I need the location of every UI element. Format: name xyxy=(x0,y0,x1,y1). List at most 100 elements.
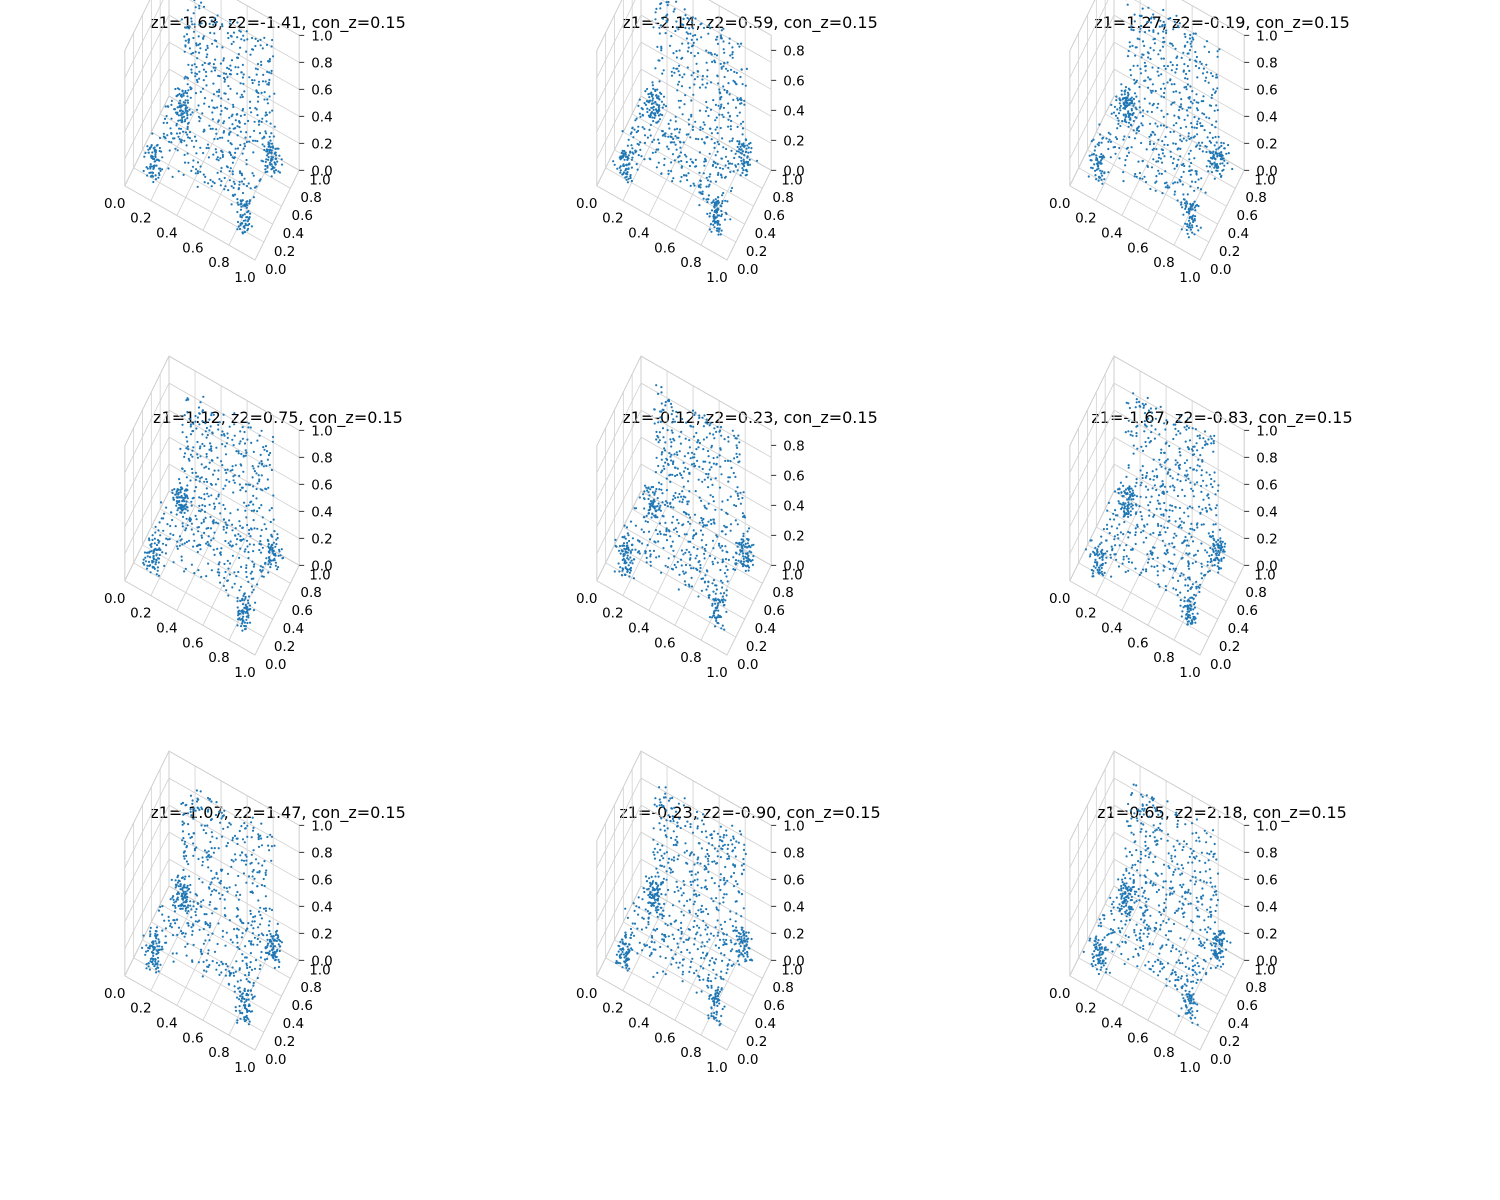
data-point xyxy=(199,117,202,120)
data-point xyxy=(245,131,248,134)
data-point xyxy=(619,566,622,569)
data-point xyxy=(692,425,695,428)
data-point xyxy=(679,151,683,154)
data-point xyxy=(654,108,658,111)
data-point xyxy=(186,99,189,102)
data-point xyxy=(665,539,669,542)
data-point xyxy=(1152,458,1155,461)
data-point xyxy=(1141,7,1144,10)
data-point xyxy=(202,5,206,8)
data-point xyxy=(222,528,225,531)
data-point xyxy=(259,453,262,456)
data-point xyxy=(174,525,177,528)
data-point xyxy=(651,106,654,109)
data-point xyxy=(1162,30,1165,33)
data-point xyxy=(646,87,649,91)
data-point xyxy=(186,440,189,443)
data-point xyxy=(653,493,656,496)
data-point xyxy=(1159,87,1163,90)
data-point xyxy=(1094,169,1097,172)
data-point xyxy=(733,70,736,73)
data-point xyxy=(651,512,654,515)
data-point xyxy=(628,571,632,574)
data-point xyxy=(717,622,720,625)
data-point xyxy=(261,489,264,492)
data-point xyxy=(1114,509,1117,512)
data-point xyxy=(691,34,695,37)
data-point xyxy=(239,547,242,550)
data-point xyxy=(184,529,187,532)
data-point xyxy=(1161,491,1164,494)
data-point xyxy=(264,445,268,448)
data-point xyxy=(1200,523,1203,526)
data-point xyxy=(271,550,274,553)
data-point xyxy=(1107,147,1110,151)
data-point xyxy=(218,88,221,91)
data-point xyxy=(1189,185,1192,188)
data-point xyxy=(713,557,717,560)
data-point xyxy=(192,422,195,425)
data-point xyxy=(657,107,661,111)
y-tick-label: 0.0 xyxy=(1210,262,1231,278)
data-point xyxy=(1163,552,1166,555)
data-point xyxy=(235,543,238,546)
data-point xyxy=(1136,126,1139,129)
data-point xyxy=(1186,52,1189,55)
data-point xyxy=(706,136,709,139)
data-point xyxy=(715,430,718,433)
data-point xyxy=(1129,510,1132,513)
data-point xyxy=(668,44,672,47)
data-point xyxy=(733,504,736,507)
data-point xyxy=(1133,102,1136,105)
data-point xyxy=(694,137,698,140)
data-point xyxy=(1160,73,1163,76)
data-point xyxy=(1176,181,1179,184)
data-point xyxy=(1186,114,1189,117)
data-point xyxy=(661,469,664,472)
data-point xyxy=(633,558,636,561)
data-point xyxy=(212,537,215,540)
data-point xyxy=(1159,405,1162,408)
data-point xyxy=(1184,205,1187,208)
data-point xyxy=(217,469,220,472)
data-point xyxy=(159,548,162,552)
data-point xyxy=(716,150,719,153)
data-point xyxy=(1201,150,1204,153)
data-point xyxy=(1173,489,1176,492)
data-point xyxy=(642,493,645,496)
data-point xyxy=(746,553,749,556)
data-point xyxy=(1186,223,1189,226)
data-point xyxy=(219,553,222,556)
data-point xyxy=(1144,440,1147,444)
data-point xyxy=(678,472,682,475)
data-point xyxy=(185,399,188,402)
data-point xyxy=(1217,135,1220,138)
data-point xyxy=(197,35,200,38)
data-point xyxy=(706,449,710,453)
data-point xyxy=(1206,136,1209,139)
data-point xyxy=(719,448,722,451)
data-point xyxy=(271,559,275,562)
data-point xyxy=(1117,119,1120,122)
data-point xyxy=(721,200,724,203)
data-point xyxy=(1168,509,1171,512)
data-point xyxy=(690,38,693,42)
data-point xyxy=(624,155,628,158)
z-tick-label: 0.2 xyxy=(1256,136,1277,152)
data-point xyxy=(1157,53,1160,56)
data-point xyxy=(192,496,195,499)
data-point xyxy=(217,423,220,426)
data-point xyxy=(730,186,734,190)
data-point xyxy=(213,39,217,42)
data-point xyxy=(1157,74,1160,77)
data-point xyxy=(1109,140,1112,143)
x-tick-label: 0.2 xyxy=(602,211,623,227)
data-point xyxy=(267,141,270,144)
x-tick-label: 0.2 xyxy=(602,606,623,622)
data-point xyxy=(1187,562,1190,566)
data-point xyxy=(683,8,686,11)
data-point xyxy=(1147,488,1150,491)
data-point xyxy=(1161,148,1164,152)
data-point xyxy=(213,17,216,20)
data-point xyxy=(1191,36,1194,39)
